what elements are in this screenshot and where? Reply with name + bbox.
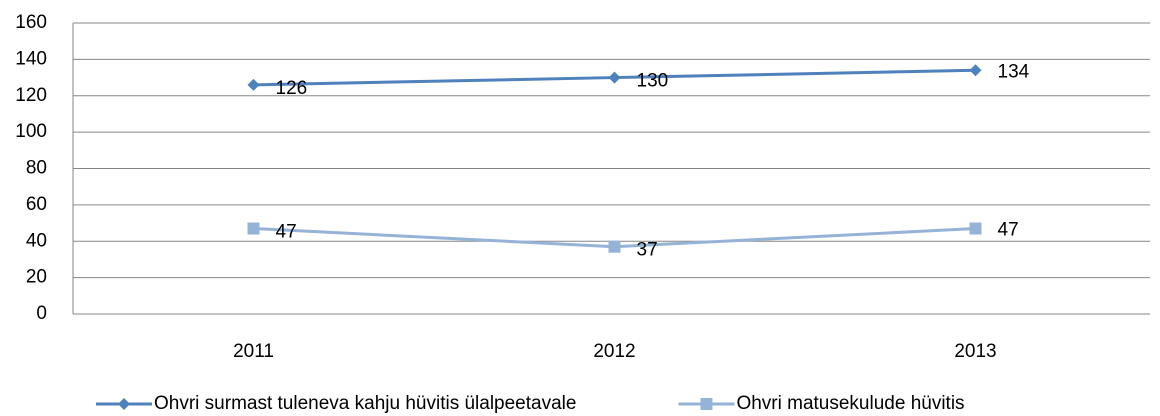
y-tick-label: 140 <box>15 48 47 69</box>
legend-label: Ohvri surmast tuleneva kahju hüvitis üla… <box>154 393 576 414</box>
y-tick-label: 0 <box>36 303 47 324</box>
data-label: 126 <box>276 78 308 99</box>
point <box>608 71 621 84</box>
legend-marker <box>118 398 130 410</box>
data-label: 130 <box>637 71 669 92</box>
y-tick-label: 80 <box>26 158 47 179</box>
data-label: 134 <box>998 61 1030 82</box>
point <box>608 240 621 253</box>
point <box>247 78 260 91</box>
x-tick-label: 2011 <box>233 341 274 362</box>
y-tick-label: 120 <box>15 85 47 106</box>
x-tick-label: 2012 <box>593 341 635 362</box>
y-tick-label: 20 <box>26 267 47 288</box>
y-tick-label: 160 <box>15 12 47 33</box>
data-label: 47 <box>998 220 1019 241</box>
point <box>969 64 982 77</box>
legend-marker <box>700 398 713 410</box>
y-tick-label: 60 <box>26 194 47 215</box>
y-tick-label: 100 <box>15 121 47 142</box>
x-tick-label: 2013 <box>954 341 996 362</box>
point <box>969 222 982 235</box>
y-tick-label: 40 <box>26 230 47 251</box>
data-label: 47 <box>276 222 297 243</box>
point <box>247 222 260 235</box>
data-label: 37 <box>637 240 658 261</box>
legend-label: Ohvri matusekulude hüvitis <box>736 393 964 414</box>
